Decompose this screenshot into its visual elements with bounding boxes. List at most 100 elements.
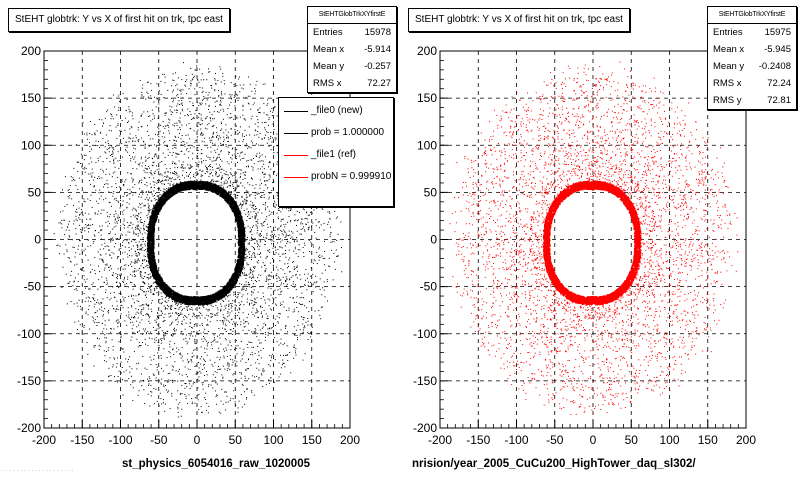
scatter-point	[233, 291, 235, 293]
scatter-point	[238, 78, 240, 80]
scatter-point	[78, 214, 80, 216]
scatter-point	[154, 153, 156, 155]
scatter-point	[242, 114, 244, 116]
scatter-point	[230, 134, 232, 136]
scatter-point	[98, 279, 100, 281]
scatter-point	[278, 362, 280, 364]
scatter-point	[251, 178, 253, 180]
scatter-point	[286, 234, 288, 236]
scatter-point	[251, 115, 253, 117]
scatter-point	[228, 176, 230, 178]
scatter-point	[252, 275, 254, 277]
scatter-point	[81, 258, 83, 260]
scatter-point	[204, 173, 206, 175]
scatter-point	[184, 115, 186, 117]
scatter-point	[139, 381, 141, 383]
scatter-point	[178, 368, 180, 370]
scatter-point	[157, 341, 159, 343]
scatter-point	[329, 266, 331, 268]
scatter-point	[268, 117, 270, 119]
scatter-point	[116, 308, 118, 310]
scatter-point	[119, 237, 121, 239]
scatter-point	[210, 341, 212, 343]
scatter-point	[304, 218, 306, 220]
scatter-point	[207, 156, 209, 158]
scatter-point	[273, 265, 275, 267]
scatter-point	[239, 84, 241, 86]
scatter-point	[70, 300, 72, 302]
scatter-point	[136, 254, 138, 256]
scatter-point	[202, 388, 204, 390]
scatter-point	[136, 300, 138, 302]
scatter-point	[123, 184, 125, 186]
scatter-point	[217, 350, 219, 352]
scatter-point	[148, 145, 150, 147]
scatter-point	[177, 96, 179, 98]
scatter-point	[259, 184, 261, 186]
scatter-point	[101, 306, 103, 308]
scatter-point	[264, 336, 266, 338]
scatter-point	[111, 328, 113, 330]
scatter-point	[239, 126, 241, 128]
scatter-point	[284, 226, 286, 228]
scatter-point	[237, 152, 239, 154]
scatter-point	[257, 358, 259, 360]
scatter-point	[221, 128, 223, 130]
scatter-point	[200, 332, 202, 334]
scatter-point	[209, 321, 211, 323]
scatter-point	[187, 305, 189, 307]
scatter-point	[243, 304, 245, 306]
scatter-point	[119, 199, 121, 201]
scatter-point	[79, 268, 81, 270]
scatter-point	[216, 395, 218, 397]
scatter-point	[195, 373, 197, 375]
scatter-point	[196, 65, 198, 67]
scatter-point	[231, 323, 233, 325]
scatter-point	[269, 176, 271, 178]
scatter-point	[241, 383, 243, 385]
scatter-point	[132, 167, 134, 169]
scatter-point	[149, 377, 151, 379]
scatter-point	[311, 225, 313, 227]
scatter-point	[271, 236, 273, 238]
scatter-point	[242, 294, 244, 296]
scatter-point	[317, 221, 319, 223]
scatter-point	[247, 283, 249, 285]
scatter-point	[199, 113, 201, 115]
scatter-point	[201, 382, 203, 384]
scatter-point	[259, 245, 261, 247]
scatter-point	[218, 94, 220, 96]
scatter-point	[147, 92, 149, 94]
scatter-point	[234, 153, 236, 155]
scatter-point	[225, 304, 227, 306]
scatter-point	[244, 119, 246, 121]
scatter-point	[99, 156, 101, 158]
scatter-point	[254, 208, 256, 210]
scatter-point	[146, 226, 148, 228]
scatter-point	[322, 208, 324, 210]
scatter-point	[133, 262, 135, 264]
scatter-point	[104, 246, 106, 248]
scatter-point	[245, 96, 247, 98]
scatter-point	[170, 113, 172, 115]
scatter-point	[88, 305, 90, 307]
scatter-point	[200, 128, 202, 130]
scatter-point	[151, 109, 153, 111]
scatter-point	[265, 268, 267, 270]
scatter-point	[85, 254, 87, 256]
scatter-point	[192, 312, 194, 314]
scatter-point	[180, 415, 182, 417]
scatter-point	[226, 364, 228, 366]
scatter-point	[138, 390, 140, 392]
scatter-point	[236, 181, 238, 183]
scatter-point	[330, 241, 332, 243]
scatter-point	[220, 91, 222, 93]
scatter-point	[222, 143, 224, 145]
scatter-point	[293, 301, 295, 303]
scatter-point	[147, 209, 149, 211]
scatter-point	[176, 109, 178, 111]
scatter-point	[179, 127, 181, 129]
scatter-point	[247, 215, 249, 217]
scatter-point	[122, 252, 124, 254]
scatter-point	[142, 314, 144, 316]
